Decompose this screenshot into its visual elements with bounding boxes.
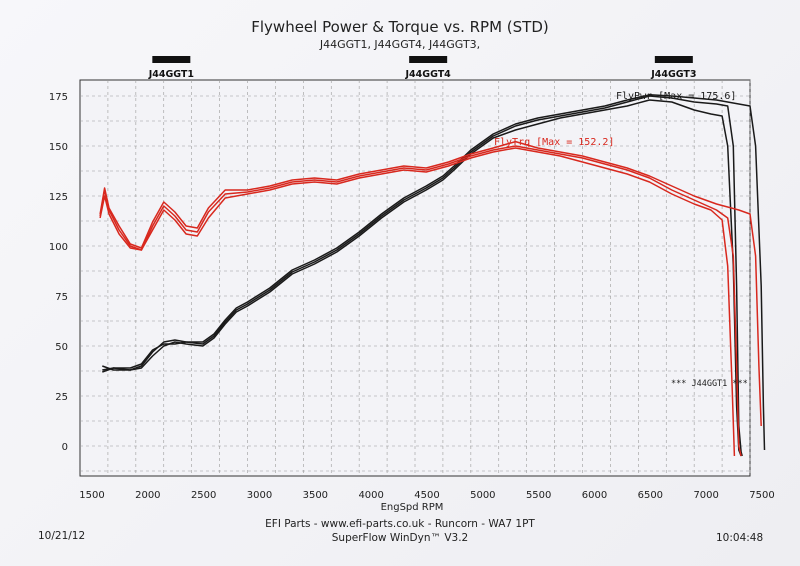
run-legend-bar	[152, 56, 191, 63]
x-axis-label: EngSpd RPM	[381, 502, 444, 513]
x-tick-label: 7500	[749, 490, 774, 501]
test-time: 10:04:48	[716, 532, 764, 544]
x-tick-label: 3500	[303, 490, 328, 501]
footer-software: SuperFlow WinDyn™ V3.2	[331, 532, 469, 544]
y-tick-label: 125	[49, 192, 68, 203]
run-legend-bar	[409, 56, 448, 63]
chart-title: Flywheel Power & Torque vs. RPM (STD)	[251, 18, 549, 36]
run-list-subtitle: J44GGT1, J44GGT4, J44GGT3,	[319, 38, 481, 51]
x-tick-label: 4000	[358, 490, 383, 501]
run-legend-bar	[654, 56, 693, 63]
y-tick-label: 50	[55, 342, 68, 353]
run-legend-label: J44GGT1	[148, 69, 194, 80]
run-marker-annotation: *** J44GGT1 ***	[671, 379, 748, 389]
y-tick-label: 100	[49, 242, 68, 253]
x-tick-label: 3000	[247, 490, 272, 501]
annotations: FlyPwr [Max = 175.6] FlyTrq [Max = 152.2]…	[494, 91, 748, 389]
tick-labels: 1500 2000 2500 3000 3500 4000 4500 5000 5500 6000…	[49, 92, 775, 513]
x-tick-label: 7000	[693, 490, 718, 501]
x-tick-label: 2000	[135, 490, 160, 501]
test-date: 10/21/12	[38, 530, 86, 542]
torque-line-j44ggt1	[99, 145, 742, 457]
y-tick-label: 25	[55, 392, 68, 403]
y-tick-label: 0	[62, 442, 68, 453]
x-tick-label: 2500	[191, 490, 216, 501]
footer-company: EFI Parts - www.efi-parts.co.uk - Runcor…	[265, 518, 535, 530]
x-tick-label: 6500	[638, 490, 663, 501]
torque-line-j44ggt4	[99, 147, 736, 457]
x-tick-label: 5000	[470, 490, 495, 501]
y-tick-label: 175	[49, 92, 68, 103]
torque-line-j44ggt3	[99, 140, 762, 427]
run-legend-label: J44GGT3	[650, 69, 696, 80]
power-line-j44ggt3	[102, 94, 766, 451]
x-tick-label: 1500	[79, 490, 104, 501]
y-tick-label: 150	[49, 142, 68, 153]
run-legend: J44GGT1 J44GGT4 J44GGT3	[148, 56, 696, 80]
x-tick-label: 6000	[582, 490, 607, 501]
grid-lines	[80, 80, 751, 476]
x-tick-label: 4500	[414, 490, 439, 501]
torque-max-annotation: FlyTrq [Max = 152.2]	[494, 137, 614, 148]
y-tick-label: 75	[55, 292, 68, 303]
x-tick-label: 5500	[526, 490, 551, 501]
power-line-j44ggt1	[102, 95, 743, 457]
series-lines	[99, 94, 766, 457]
run-legend-label: J44GGT4	[405, 69, 452, 80]
power-max-annotation: FlyPwr [Max = 175.6]	[616, 91, 736, 102]
